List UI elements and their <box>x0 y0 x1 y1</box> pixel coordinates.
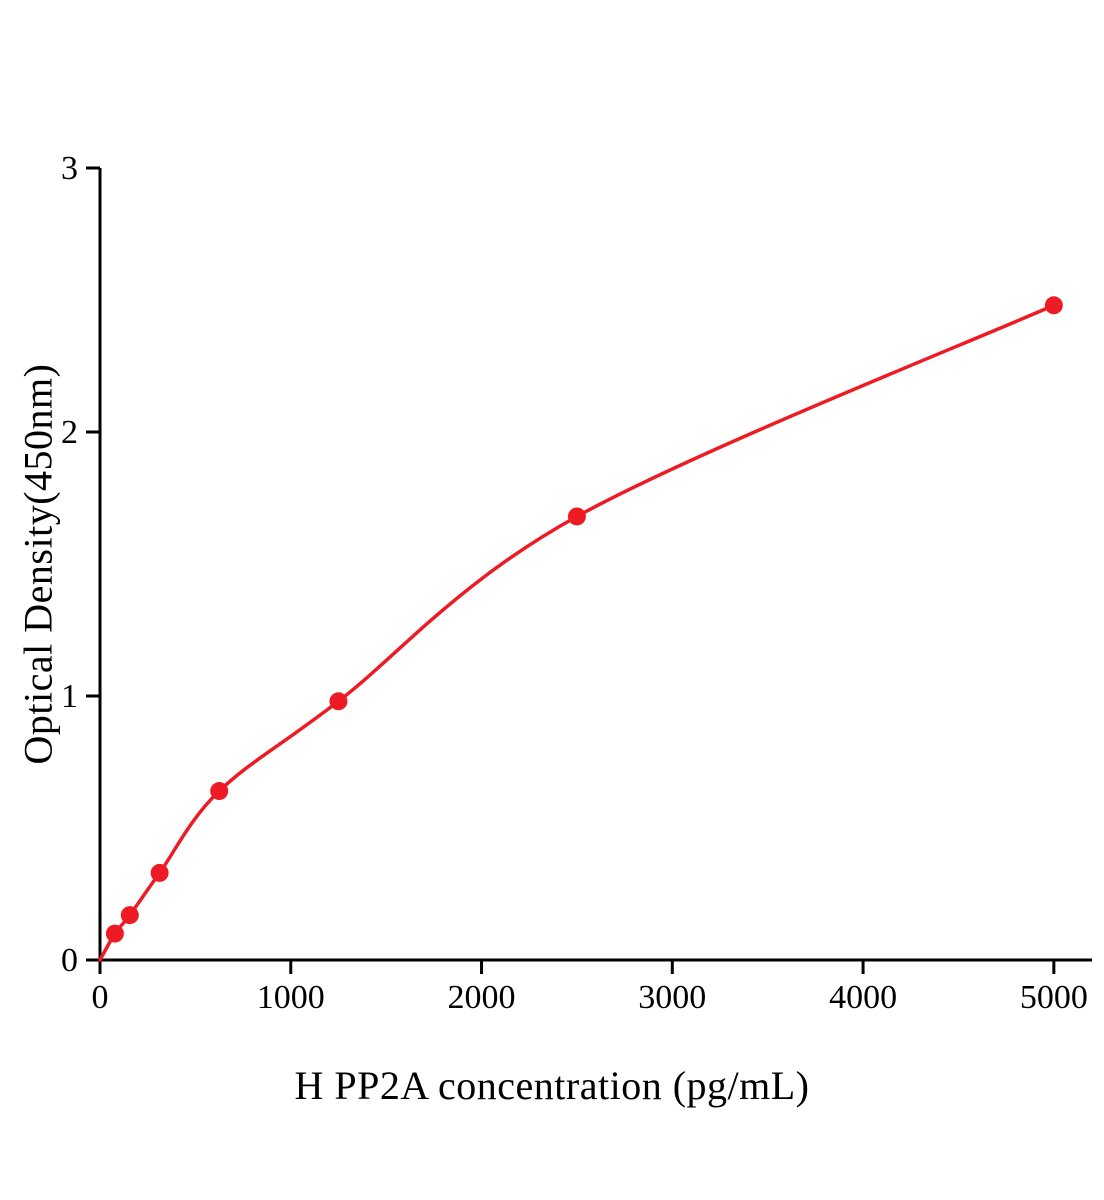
y-tick-label: 0 <box>61 942 78 979</box>
data-point <box>150 863 169 882</box>
data-point <box>105 924 124 943</box>
data-point <box>120 906 139 925</box>
x-tick-label: 5000 <box>1020 979 1088 1016</box>
y-axis-label: Optical Density(450nm) <box>15 363 61 765</box>
y-tick-label: 1 <box>61 678 78 715</box>
data-point <box>1044 296 1063 315</box>
data-point <box>210 782 229 801</box>
x-tick-label: 1000 <box>257 979 325 1016</box>
x-tick-label: 3000 <box>638 979 706 1016</box>
y-tick-label: 2 <box>61 414 78 451</box>
fit-curve <box>98 303 1056 962</box>
y-tick-label: 3 <box>61 150 78 187</box>
x-axis-label: H PP2A concentration (pg/mL) <box>294 1063 810 1108</box>
x-tick-label: 4000 <box>829 979 897 1016</box>
data-point <box>567 507 586 526</box>
data-point <box>329 692 348 711</box>
x-tick-label: 0 <box>92 979 109 1016</box>
x-tick-label: 2000 <box>448 979 516 1016</box>
